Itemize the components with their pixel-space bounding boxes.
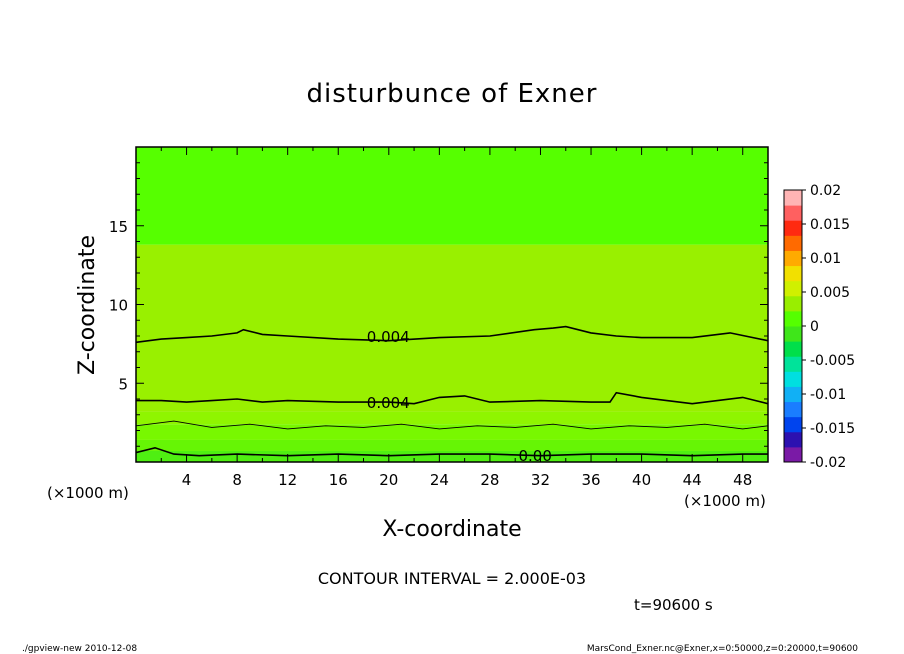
x-tick-label: 28: [480, 471, 499, 489]
x-tick-label: 44: [683, 471, 702, 489]
colorbar-swatch: [784, 446, 802, 463]
colorbar-swatch: [784, 371, 802, 387]
contour-interval-text: CONTOUR INTERVAL = 2.000E-03: [318, 569, 586, 588]
x-tick-label: 12: [278, 471, 297, 489]
contour-line: [136, 420, 768, 430]
x-tick-label: 32: [531, 471, 550, 489]
x-unit-left: (×1000 m): [47, 484, 129, 502]
x-axis-label: X-coordinate: [382, 517, 521, 542]
y-tick-label: 15: [109, 218, 128, 236]
colorbar-swatch: [784, 235, 802, 251]
colorbar-swatch: [784, 416, 802, 433]
chart-title: disturbunce of Exner: [307, 79, 598, 109]
contour-label: 0.00: [518, 447, 551, 465]
field-band: [136, 450, 768, 462]
y-axis-label: Z-coordinate: [75, 235, 100, 375]
colorbar-swatch: [784, 341, 802, 357]
x-tick-label: 20: [379, 471, 398, 489]
x-tick-label: 16: [329, 471, 348, 489]
colorbar-tick-label: 0.01: [810, 251, 841, 267]
colorbar-swatch: [784, 190, 802, 206]
colorbar-swatch: [784, 295, 802, 312]
colorbar-tick-label: 0.005: [810, 285, 850, 301]
colorbar-tick-label: 0.02: [810, 183, 841, 199]
x-tick-label: 36: [581, 471, 600, 489]
colorbar-tick-label: -0.015: [810, 421, 855, 437]
colorbar-swatch: [784, 250, 802, 267]
colorbar: 0.02 0.015 0.01 0.005 0 -0.005 -0.01 -0.015 -0.0…: [783, 183, 855, 471]
field-band: [136, 244, 768, 412]
y-tick-label: 5: [118, 375, 128, 393]
colorbar-swatch: [784, 356, 802, 372]
field-band: [136, 147, 768, 245]
contour-line: [136, 391, 768, 405]
colorbar-swatch: [784, 386, 802, 403]
colorbar-swatch: [784, 401, 802, 418]
colorbar-swatch: [784, 280, 802, 297]
colorbar-tick-label: 0.015: [810, 217, 850, 233]
x-tick-label: 24: [430, 471, 449, 489]
colorbar-swatch: [784, 431, 802, 448]
time-text: t=90600 s: [634, 596, 713, 614]
colorbar-swatch: [784, 220, 802, 236]
colorbar-swatch: [784, 205, 802, 221]
colorbar-tick-label: -0.02: [810, 455, 846, 471]
x-tick-label: 48: [733, 471, 752, 489]
contour-line: [136, 325, 768, 344]
contour-label: 0.004: [367, 328, 410, 346]
colorbar-swatch: [784, 310, 802, 327]
plot-area: 0.004 0.004 0.00: [135, 146, 769, 465]
footer-right: MarsCond_Exner.nc@Exner,x=0:50000,z=0:20…: [587, 644, 858, 654]
field-band: [136, 411, 768, 425]
x-tick-label: 8: [232, 471, 242, 489]
colorbar-tick-label: -0.005: [810, 353, 855, 369]
footer-left: ./gpview-new 2010-12-08: [22, 644, 137, 654]
colorbar-tick-label: -0.01: [810, 387, 846, 403]
x-tick-label: 4: [182, 471, 192, 489]
colorbar-swatch: [784, 265, 802, 282]
contour-label: 0.004: [367, 394, 410, 412]
colorbar-tick-label: 0: [810, 319, 819, 335]
x-unit-right: (×1000 m): [684, 492, 766, 510]
x-tick-label: 40: [632, 471, 651, 489]
field-band: [136, 439, 768, 451]
colorbar-swatch: [784, 326, 802, 342]
y-tick-label: 10: [109, 297, 128, 315]
